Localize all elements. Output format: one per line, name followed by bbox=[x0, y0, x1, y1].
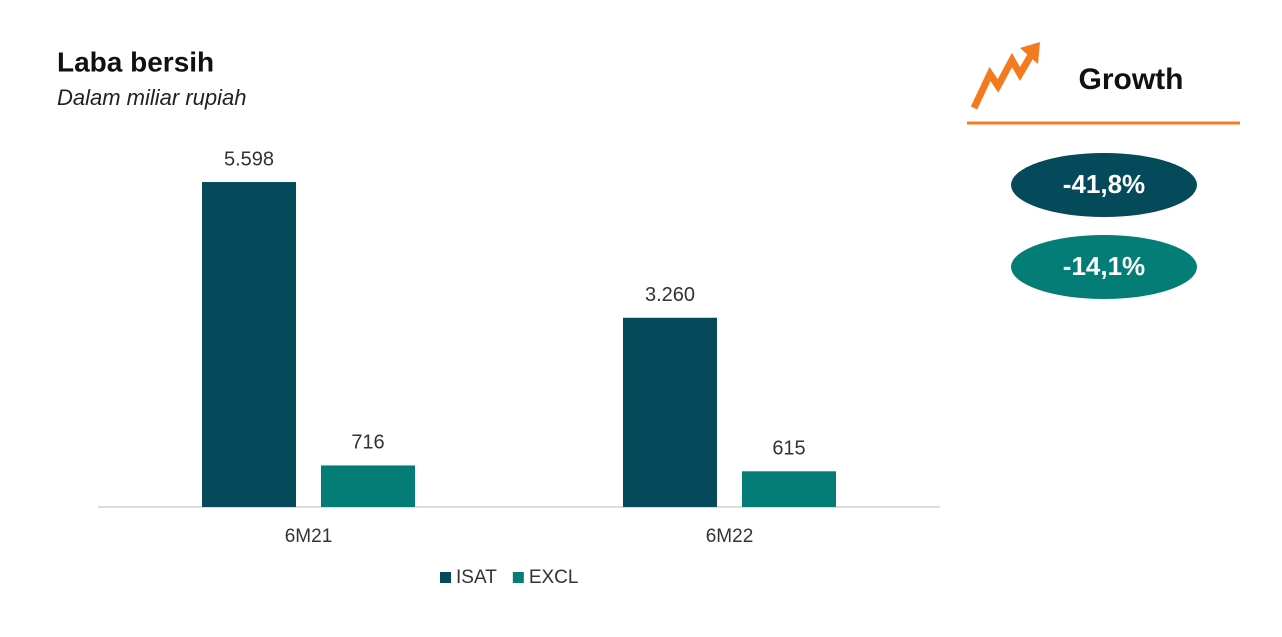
bar bbox=[202, 182, 296, 507]
x-tick-label: 6M22 bbox=[706, 526, 754, 547]
growth-value: -41,8% bbox=[1063, 169, 1145, 199]
growth-icon-head bbox=[1020, 42, 1040, 64]
value-label: 716 bbox=[351, 432, 384, 454]
x-tick-label: 6M21 bbox=[285, 526, 333, 547]
legend-label: ISAT bbox=[456, 567, 497, 588]
growth-icon bbox=[970, 48, 1038, 110]
value-label: 3.260 bbox=[645, 284, 695, 306]
bar bbox=[623, 317, 717, 507]
legend-label: EXCL bbox=[529, 567, 579, 588]
bar bbox=[742, 471, 836, 507]
legend-swatch bbox=[440, 572, 451, 583]
value-label: 615 bbox=[772, 438, 805, 460]
legend-swatch bbox=[512, 572, 524, 583]
growth-title: Growth bbox=[1079, 63, 1184, 96]
growth-value: -14,1% bbox=[1063, 251, 1145, 281]
growth-badge bbox=[1011, 235, 1197, 299]
chart-title: Laba bersih bbox=[57, 46, 214, 77]
growth-badge bbox=[1011, 153, 1197, 217]
bar bbox=[321, 465, 415, 507]
value-label: 5.598 bbox=[224, 148, 274, 170]
chart-subtitle: Dalam miliar rupiah bbox=[57, 85, 247, 110]
